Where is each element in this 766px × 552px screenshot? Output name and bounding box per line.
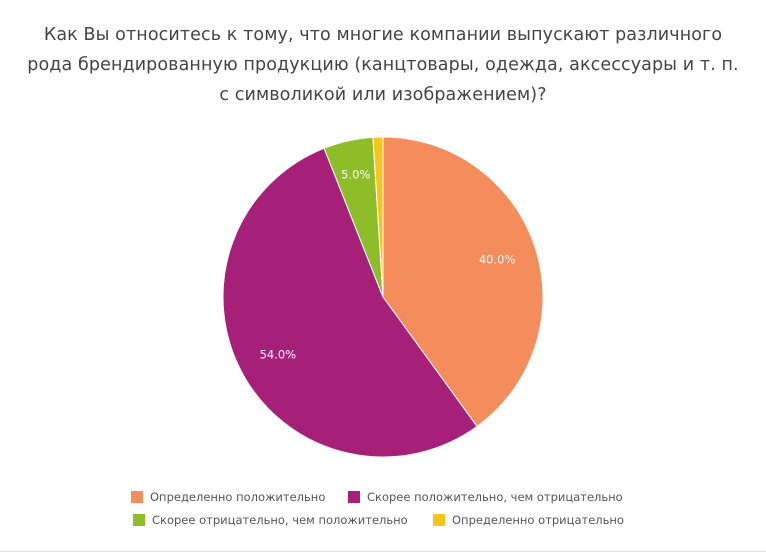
legend-label: Определенно положительно <box>150 490 326 504</box>
slice-data-label: 54.0% <box>260 347 297 361</box>
legend-label: Скорее положительно, чем отрицательно <box>367 490 623 504</box>
legend-item-definitely-negative[interactable]: Определенно отрицательно <box>433 513 624 527</box>
legend-swatch <box>348 491 360 503</box>
chart-title: Как Вы относитесь к тому, что многие ком… <box>0 20 766 110</box>
slice-data-label: 40.0% <box>479 252 516 266</box>
slice-data-label: 5.0% <box>341 168 370 182</box>
chart-title-line: с символикой или изображением)? <box>219 85 547 105</box>
pie-slice[interactable] <box>222 147 478 458</box>
legend-item-definitely-positive[interactable]: Определенно положительно <box>131 490 325 504</box>
pie-labels: 40.0% 54.0% 5.0% <box>260 168 516 362</box>
pie-slices <box>222 136 544 458</box>
pie-slice[interactable] <box>372 136 384 298</box>
legend-swatch <box>133 514 145 526</box>
legend-label: Скорее отрицательно, чем положительно <box>152 513 408 527</box>
chart-title-line: рода брендированную продукцию (канцтовар… <box>27 55 739 75</box>
chart-title-line: Как Вы относитесь к тому, что многие ком… <box>43 25 723 45</box>
legend-label: Определенно отрицательно <box>452 513 624 527</box>
pie-slice[interactable] <box>382 136 544 428</box>
legend-item-rather-negative[interactable]: Скорее отрицательно, чем положительно <box>133 513 408 527</box>
legend-swatch <box>131 491 143 503</box>
legend-item-rather-positive[interactable]: Скорее положительно, чем отрицательно <box>348 490 623 504</box>
legend-swatch <box>433 514 445 526</box>
